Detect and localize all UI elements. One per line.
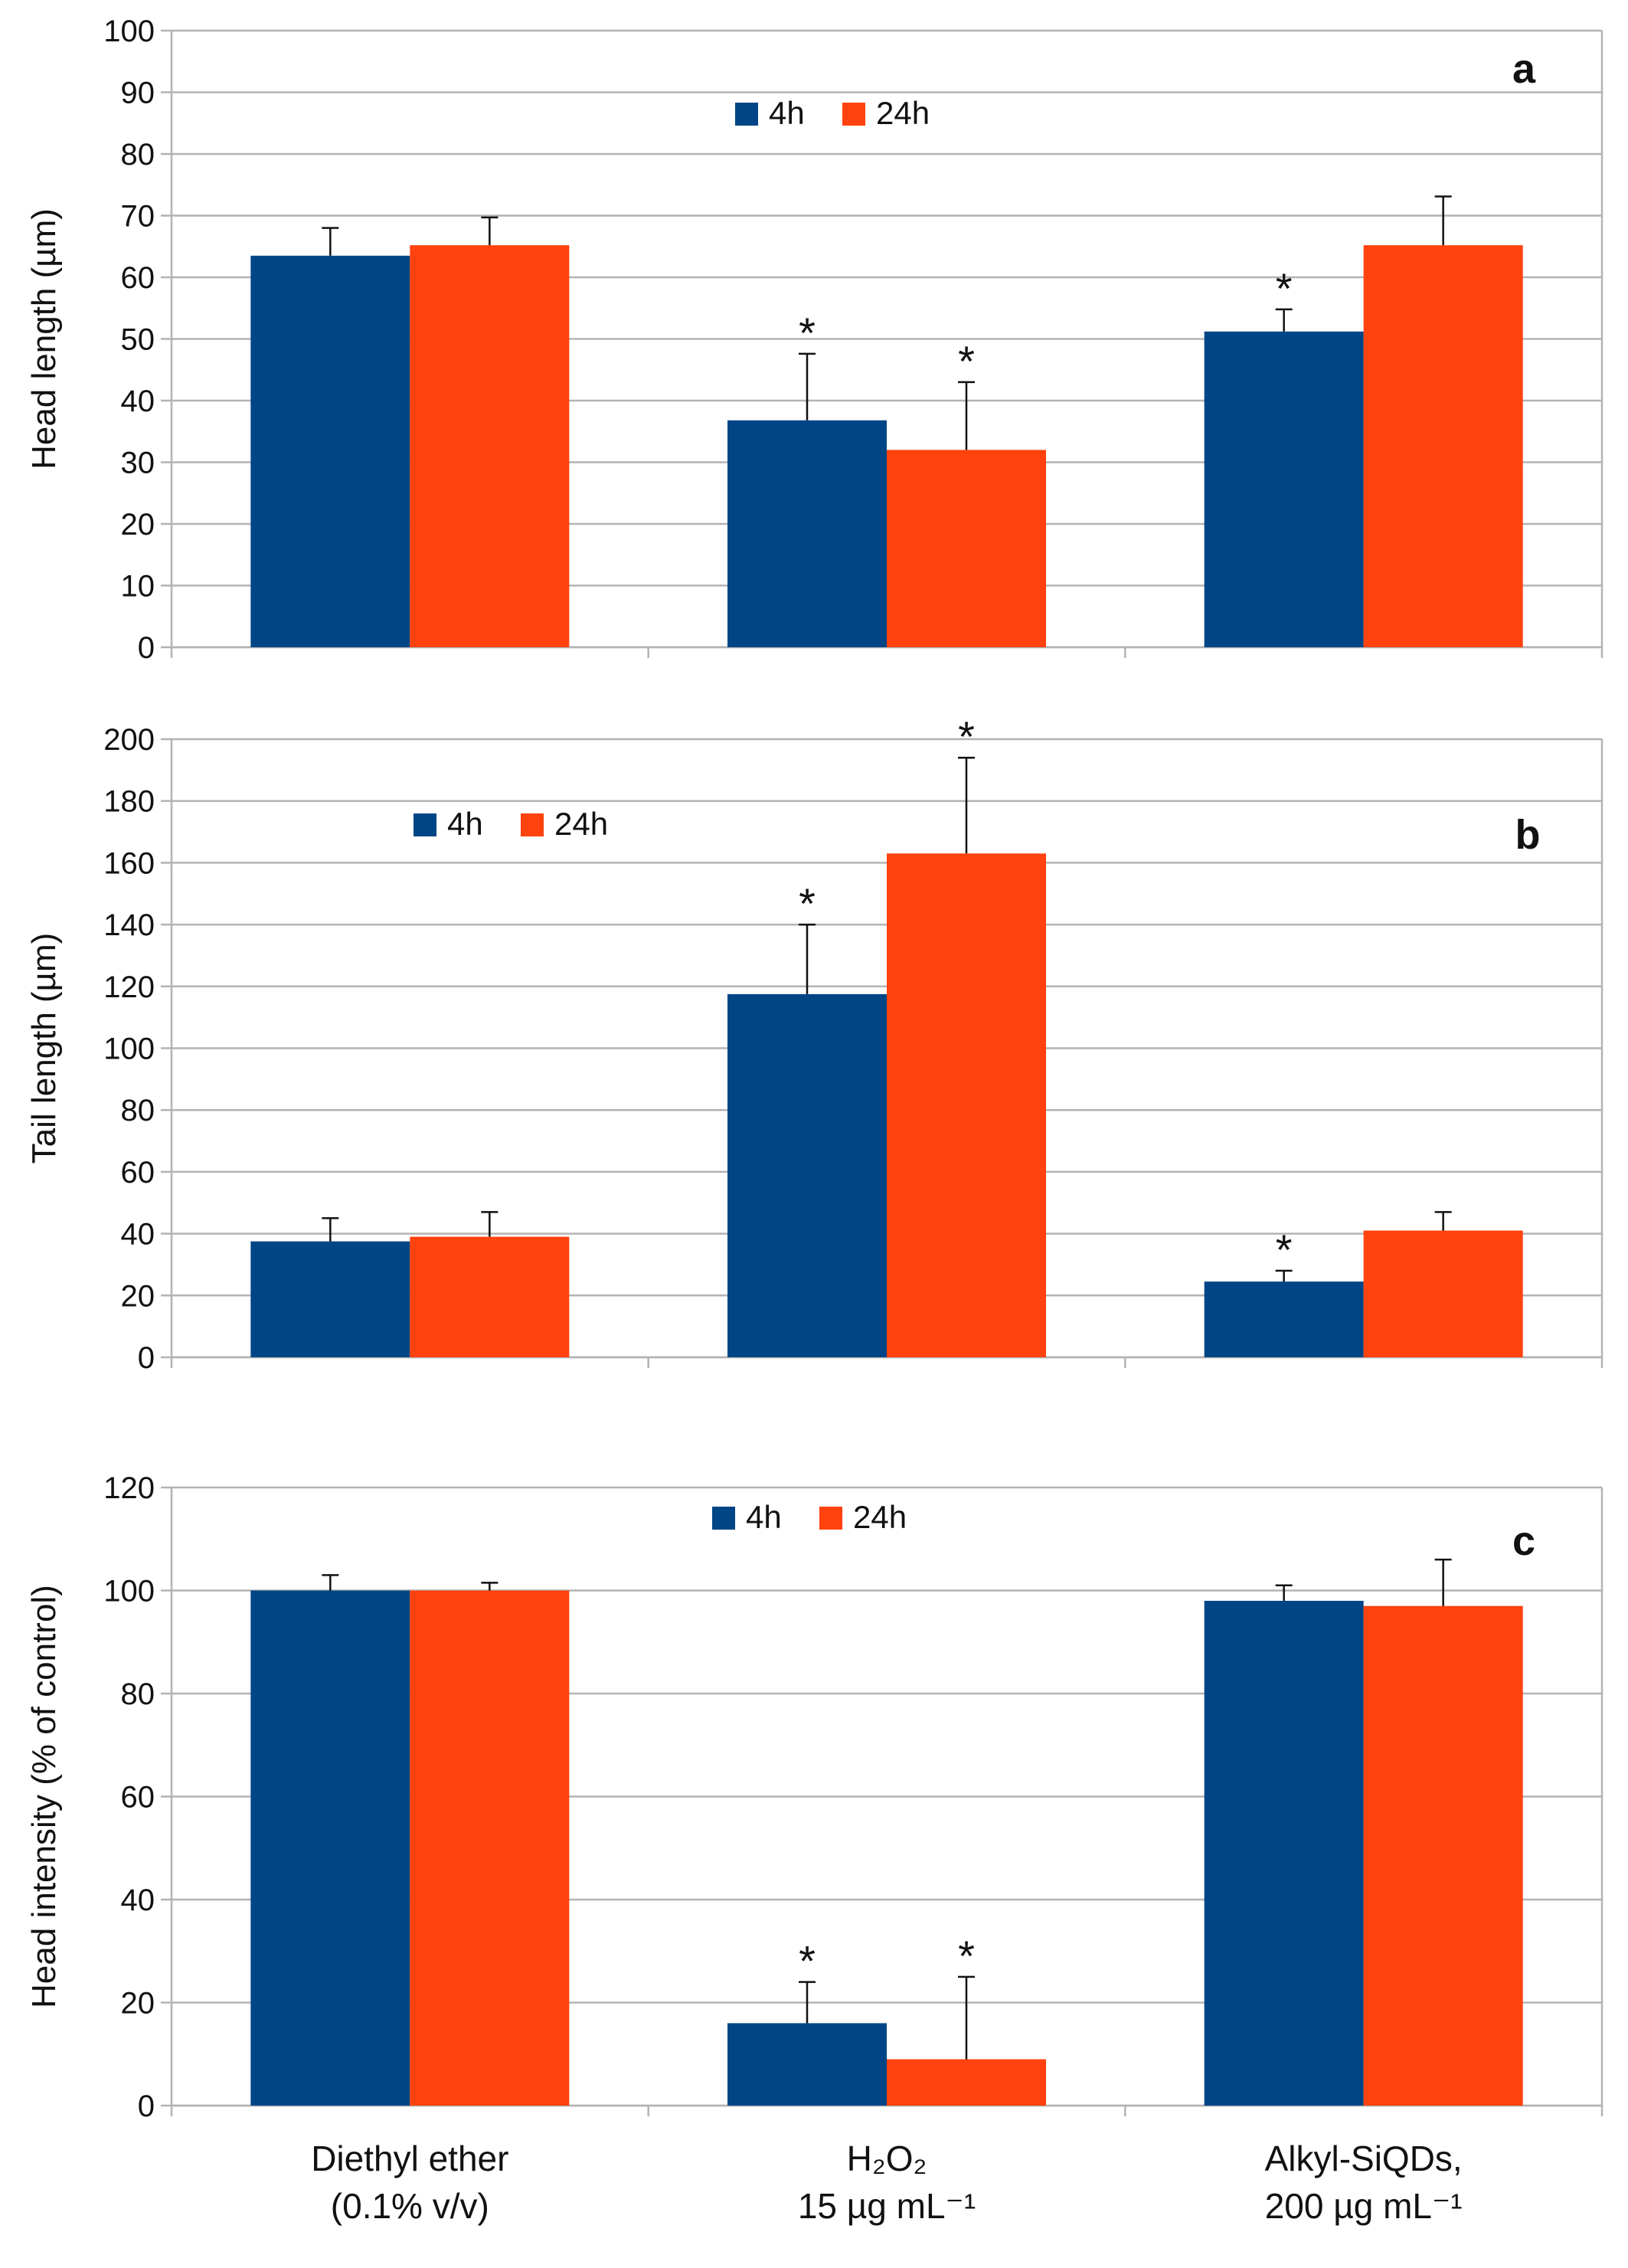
y-tick-label: 80 [121,1094,155,1127]
bar-4h-1 [250,1241,410,1357]
y-tick-label: 180 [103,785,155,819]
bar-4h-1 [250,1590,410,2106]
bar-4h-2 [727,2023,887,2106]
bar-24h-2 [887,450,1046,647]
y-tick-label: 20 [121,1987,155,2021]
legend-label-24h: 24h [853,1499,907,1535]
bar-4h-2 [727,993,887,1357]
y-tick-label: 80 [121,138,155,172]
bar-24h-3 [1363,245,1523,647]
y-tick-label: 60 [121,261,155,295]
significance-star: * [799,879,816,928]
legend-swatch-4h [735,103,758,126]
category-sublabel: 200 µg mL⁻¹ [1265,2186,1463,2226]
bar-24h-3 [1363,1605,1523,2106]
y-tick-label: 200 [103,723,155,757]
legend-label-4h: 4h [769,95,805,131]
y-axis-title: Tail length (µm) [25,933,63,1164]
bar-4h-3 [1204,1600,1364,2106]
significance-star: * [1276,1226,1293,1274]
y-tick-label: 0 [138,631,155,665]
y-tick-label: 70 [121,200,155,234]
y-tick-label: 40 [121,1883,155,1917]
y-tick-label: 40 [121,385,155,418]
legend-swatch-24h [819,1507,842,1530]
y-tick-label: 40 [121,1218,155,1252]
y-tick-label: 140 [103,908,155,942]
bar-4h-1 [250,255,410,647]
y-tick-label: 0 [138,2090,155,2123]
bar-4h-3 [1204,331,1364,647]
y-tick-label: 60 [121,1781,155,1815]
legend-label-4h: 4h [746,1499,782,1535]
bar-24h-2 [887,853,1046,1357]
panel-label: a [1512,46,1536,92]
legend-swatch-4h [414,813,436,836]
y-tick-label: 100 [103,1575,155,1609]
legend-label-24h: 24h [876,95,930,131]
y-tick-label: 0 [138,1341,155,1375]
y-tick-label: 100 [103,15,155,48]
legend-label-4h: 4h [447,806,483,842]
significance-star: * [1276,264,1293,313]
bar-24h-1 [410,1590,570,2106]
legend-swatch-24h [842,103,865,126]
y-tick-label: 80 [121,1677,155,1711]
significance-star: * [958,1932,975,1980]
significance-star: * [799,1937,816,1985]
legend-swatch-4h [712,1507,735,1530]
y-tick-label: 30 [121,447,155,480]
legend: 4h 24h [735,95,930,131]
bar-24h-2 [887,2059,1046,2106]
y-axis-title: Head intensity (% of control) [25,1585,63,2008]
y-tick-label: 50 [121,323,155,357]
bar-4h-3 [1204,1281,1364,1357]
category-sublabel: (0.1% v/v) [331,2186,489,2226]
legend: 4h 24h [414,806,608,842]
legend-swatch-24h [521,813,544,836]
panel-c: 0 20 40 60 80 100 120 * * Head intensity (% of co… [25,1471,1603,2123]
y-tick-label: 60 [121,1156,155,1190]
bar-24h-1 [410,245,570,647]
panel-b: 0 20 40 60 80 100 120 140 160 180 200 * * * Tail lengt… [25,712,1603,1375]
y-tick-label: 120 [103,970,155,1004]
category-labels: Diethyl ether (0.1% v/v) H₂O₂ 15 µg mL⁻¹ Alk… [311,2139,1463,2226]
y-tick-label: 120 [103,1471,155,1505]
y-axis-title: Head length (µm) [25,208,63,470]
significance-star: * [799,309,816,357]
y-tick-label: 90 [121,77,155,110]
y-tick-label: 20 [121,508,155,542]
panel-label: b [1515,812,1541,858]
category-label: Diethyl ether [311,2139,508,2178]
bar-24h-3 [1363,1230,1523,1357]
legend-label-24h: 24h [554,806,608,842]
category-sublabel: 15 µg mL⁻¹ [798,2186,976,2226]
category-label: Alkyl-SiQDs, [1265,2139,1463,2178]
panel-a: 0 10 20 30 40 50 60 70 80 90 100 * * * Head length (µm… [25,15,1603,665]
bar-4h-2 [727,420,887,647]
significance-star: * [958,337,975,385]
significance-star: * [958,712,975,761]
legend: 4h 24h [712,1499,907,1535]
bar-24h-1 [410,1236,570,1357]
y-tick-label: 20 [121,1279,155,1313]
panel-label: c [1512,1518,1535,1564]
category-label: H₂O₂ [847,2139,927,2178]
y-tick-label: 160 [103,846,155,880]
y-tick-label: 100 [103,1033,155,1066]
y-tick-label: 10 [121,570,155,604]
